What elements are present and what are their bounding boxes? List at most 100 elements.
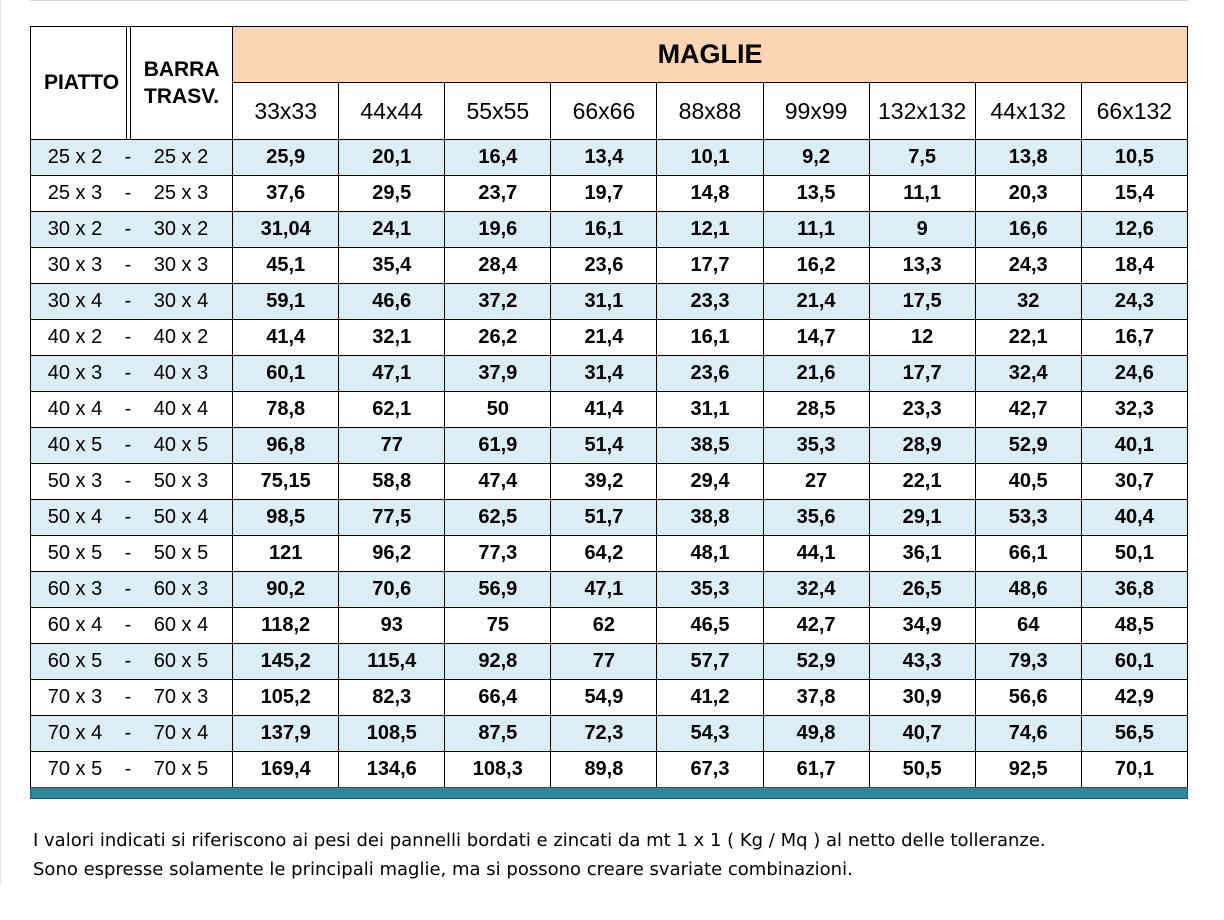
table-row: 30 x 3-30 x 3 45,1 35,4 28,4 23,6 17,7 16,2 13,… [29, 247, 1189, 284]
weight-cell: 49,8 [762, 715, 870, 752]
piatto-value: 60 x 5 [47, 650, 103, 672]
weight-cell: 50,1 [1080, 535, 1189, 572]
table-row: 50 x 4-50 x 4 98,5 77,5 62,5 51,7 38,8 35,6 29,… [29, 499, 1189, 536]
mesh-size-row: 33x33 44x44 55x55 66x66 88x88 99x99 132x132 44x… [31, 82, 1189, 140]
table-row: 50 x 5-50 x 5 121 96,2 77,3 64,2 48,1 44,1 36,1… [29, 535, 1189, 572]
note-line-1: I valori indicati si riferiscono ai pesi… [33, 830, 1046, 851]
weight-cell: 11,1 [762, 211, 870, 248]
weight-cell: 74,6 [974, 715, 1082, 752]
weight-cell: 16,4 [444, 139, 552, 176]
mesh-size-header: 33x33 [232, 82, 340, 140]
piatto-value: 40 x 4 [47, 398, 103, 420]
table-row: 60 x 5-60 x 5 145,2 115,4 92,8 77 57,7 52,9 43,… [29, 643, 1189, 680]
weight-cell: 62 [550, 607, 658, 644]
weight-cell: 52,9 [762, 643, 870, 680]
weight-cell: 47,4 [444, 463, 552, 500]
weight-cell: 36,8 [1080, 571, 1189, 608]
barra-value: 40 x 3 [153, 362, 209, 384]
weight-cell: 51,4 [550, 427, 658, 464]
table-row: 30 x 4-30 x 4 59,1 46,6 37,2 31,1 23,3 21,4 17,… [29, 283, 1189, 320]
table-row: 40 x 2-40 x 2 41,4 32,1 26,2 21,4 16,1 14,7 12 2… [29, 319, 1189, 356]
weight-cell: 48,6 [974, 571, 1082, 608]
weight-cell: 37,6 [232, 175, 340, 212]
weight-cell: 92,5 [974, 751, 1082, 788]
dash-separator: - [124, 254, 132, 276]
mesh-size-header: 132x132 [868, 82, 976, 140]
dash-separator: - [124, 578, 132, 600]
weight-cell: 12,1 [656, 211, 764, 248]
weight-cell: 78,8 [232, 391, 340, 428]
weight-cell: 105,2 [232, 679, 340, 716]
weight-cell: 96,2 [338, 535, 446, 572]
weight-cell: 121 [232, 535, 340, 572]
weight-cell: 21,4 [550, 319, 658, 356]
barra-value: 30 x 2 [153, 218, 209, 240]
mesh-size-header: 66x66 [550, 82, 658, 140]
table-row: 30 x 2-30 x 2 31,04 24,1 19,6 16,1 12,1 11,1 9 1… [29, 211, 1189, 248]
weight-cell: 35,6 [762, 499, 870, 536]
weight-cell: 56,9 [444, 571, 552, 608]
profile-cell: 60 x 4-60 x 4 [29, 607, 234, 644]
footer-bar [30, 787, 1188, 799]
table-row: 40 x 4-40 x 4 78,8 62,1 50 41,4 31,1 28,5 23,3 4… [29, 391, 1189, 428]
weight-cell: 32,3 [1080, 391, 1189, 428]
weight-cell: 21,4 [762, 283, 870, 320]
profile-cell: 50 x 3-50 x 3 [29, 463, 234, 500]
weight-cell: 145,2 [232, 643, 340, 680]
piatto-value: 50 x 5 [47, 542, 103, 564]
weight-cell: 64,2 [550, 535, 658, 572]
weight-cell: 57,7 [656, 643, 764, 680]
weight-cell: 26,5 [868, 571, 976, 608]
piatto-value: 30 x 3 [47, 254, 103, 276]
weight-cell: 24,3 [974, 247, 1082, 284]
weight-cell: 53,3 [974, 499, 1082, 536]
weight-cell: 17,5 [868, 283, 976, 320]
barra-value: 40 x 4 [153, 398, 209, 420]
weight-cell: 42,7 [974, 391, 1082, 428]
profile-cell: 50 x 5-50 x 5 [29, 535, 234, 572]
weight-cell: 75 [444, 607, 552, 644]
weight-cell: 77,5 [338, 499, 446, 536]
weight-cell: 62,1 [338, 391, 446, 428]
weight-cell: 89,8 [550, 751, 658, 788]
barra-value: 25 x 3 [153, 182, 209, 204]
profile-cell: 70 x 4-70 x 4 [29, 715, 234, 752]
barra-value: 60 x 5 [153, 650, 209, 672]
weight-cell: 29,4 [656, 463, 764, 500]
weight-cell: 47,1 [550, 571, 658, 608]
weight-cell: 37,8 [762, 679, 870, 716]
profile-cell: 40 x 5-40 x 5 [29, 427, 234, 464]
weight-cell: 13,4 [550, 139, 658, 176]
piatto-value: 50 x 4 [47, 506, 103, 528]
weight-cell: 58,8 [338, 463, 446, 500]
piatto-value: 70 x 5 [47, 758, 103, 780]
piatto-value: 25 x 2 [47, 146, 103, 168]
weight-cell: 66,1 [974, 535, 1082, 572]
dash-separator: - [124, 758, 132, 780]
barra-value: 70 x 5 [153, 758, 209, 780]
weight-cell: 39,2 [550, 463, 658, 500]
weight-cell: 9 [868, 211, 976, 248]
profile-cell: 25 x 3-25 x 3 [29, 175, 234, 212]
barra-value: 30 x 4 [153, 290, 209, 312]
piatto-value: 60 x 3 [47, 578, 103, 600]
mesh-size-header: 44x132 [974, 82, 1082, 140]
weight-cell: 19,6 [444, 211, 552, 248]
piatto-value: 40 x 3 [47, 362, 103, 384]
weight-cell: 18,4 [1080, 247, 1189, 284]
weight-cell: 28,9 [868, 427, 976, 464]
weight-cell: 12,6 [1080, 211, 1189, 248]
dash-separator: - [124, 326, 132, 348]
weight-cell: 16,6 [974, 211, 1082, 248]
profile-cell: 30 x 4-30 x 4 [29, 283, 234, 320]
weight-cell: 9,2 [762, 139, 870, 176]
weight-cell: 25,9 [232, 139, 340, 176]
profile-cell: 70 x 5-70 x 5 [29, 751, 234, 788]
weight-cell: 21,6 [762, 355, 870, 392]
weight-cell: 19,7 [550, 175, 658, 212]
weight-cell: 115,4 [338, 643, 446, 680]
weight-cell: 34,9 [868, 607, 976, 644]
weight-cell: 20,3 [974, 175, 1082, 212]
table-row: 25 x 2-25 x 2 25,9 20,1 16,4 13,4 10,1 9,2 7,5 1… [29, 139, 1189, 176]
dash-separator: - [124, 614, 132, 636]
